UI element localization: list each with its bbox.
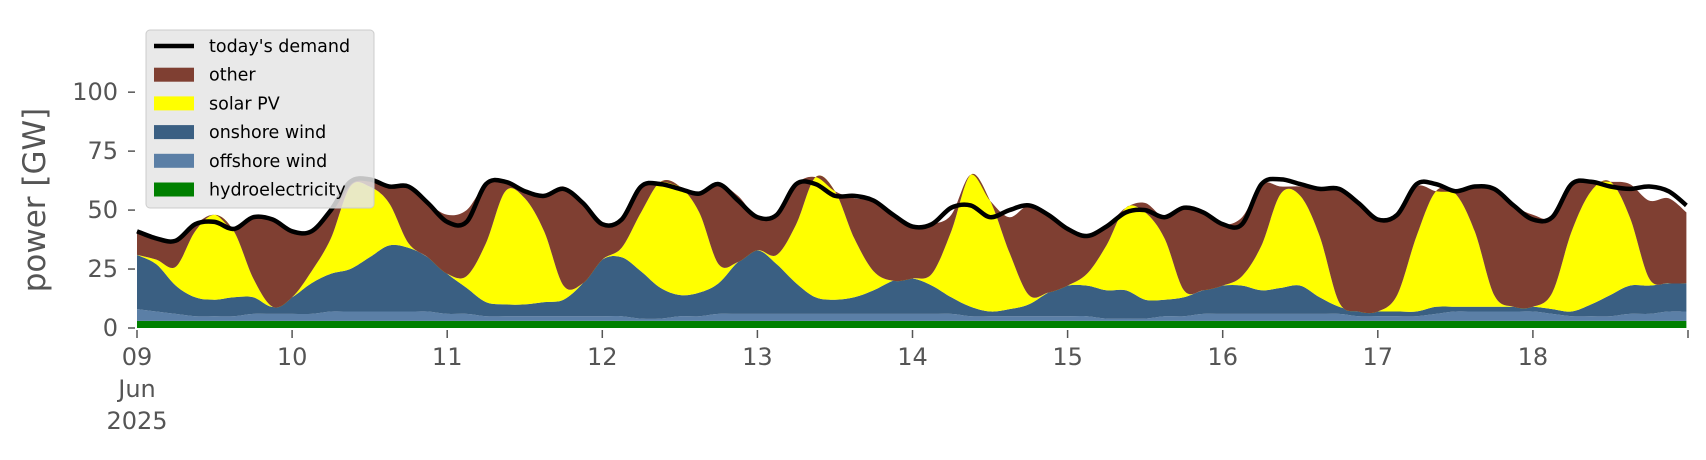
- legend: today's demand other solar PV onshore wind o…: [145, 29, 375, 209]
- area-solar-pv: [137, 173, 1687, 314]
- legend-swatch-onshore-wind: [154, 125, 194, 140]
- stacked-areas: [137, 173, 1687, 328]
- y-tick-label: 25: [87, 255, 118, 283]
- y-tick-label: 75: [87, 137, 118, 165]
- legend-swatch-other: [154, 67, 194, 82]
- x-tick-label: 16: [1207, 343, 1238, 371]
- area-onshore-wind: [137, 244, 1687, 319]
- y-axis-title: power [GW]: [17, 108, 53, 293]
- y-axis: 0 25 50 75 100: [72, 78, 135, 342]
- y-tick-label: 100: [72, 78, 118, 106]
- x-tick-label: 15: [1052, 343, 1083, 371]
- x-tick-label: Jun: [116, 375, 156, 403]
- x-tick-label: 09: [122, 343, 153, 371]
- x-tick-label: 13: [742, 343, 773, 371]
- demand-line: [136, 176, 1688, 244]
- legend-swatch-solar-pv: [154, 96, 194, 111]
- x-tick-label: 17: [1363, 343, 1394, 371]
- legend-label-offshore-wind: offshore wind: [209, 152, 327, 172]
- x-tick-label: 11: [432, 343, 463, 371]
- y-tick-label: 0: [103, 314, 118, 342]
- x-tick-label: 14: [897, 343, 928, 371]
- legend-label-onshore-wind: onshore wind: [209, 123, 326, 143]
- legend-swatch-hydroelectricity: [154, 182, 194, 197]
- x-axis: 09 Jun 2025 10 11 12 13 14 15 16 17 18: [106, 330, 1689, 435]
- area-other: [137, 173, 1687, 314]
- legend-label-other: other: [209, 66, 256, 86]
- demand-line-group: [136, 176, 1688, 244]
- legend-label-today-s-demand: today's demand: [209, 37, 350, 57]
- legend-label-solar-pv: solar PV: [209, 94, 280, 114]
- area-offshore-wind: [137, 309, 1687, 321]
- y-tick-label: 50: [87, 196, 118, 224]
- area-hydroelectricity: [137, 320, 1687, 328]
- legend-box: [145, 29, 375, 209]
- legend-label-hydroelectricity: hydroelectricity: [209, 181, 346, 201]
- x-tick-label: 18: [1518, 343, 1549, 371]
- x-tick-label: 10: [277, 343, 308, 371]
- legend-swatch-offshore-wind: [154, 153, 194, 168]
- x-tick-label: 12: [587, 343, 618, 371]
- x-tick-label: 2025: [106, 407, 167, 435]
